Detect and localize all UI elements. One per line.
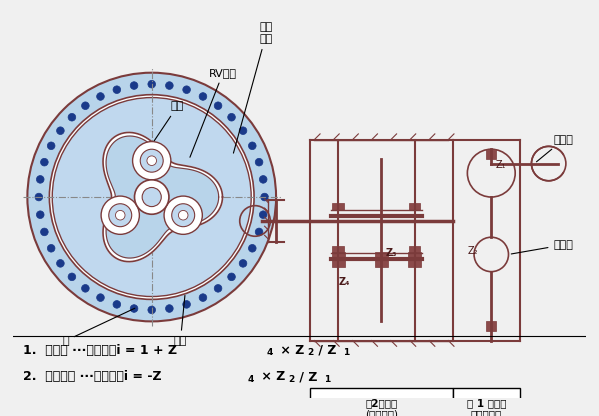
- Circle shape: [147, 156, 156, 166]
- Circle shape: [239, 260, 247, 267]
- Bar: [310, 389, 453, 416]
- Text: × Z: × Z: [257, 370, 285, 384]
- Circle shape: [41, 228, 48, 236]
- Text: Z₁: Z₁: [496, 160, 507, 170]
- Circle shape: [81, 102, 89, 109]
- Circle shape: [249, 245, 256, 252]
- Circle shape: [165, 82, 173, 89]
- Circle shape: [255, 228, 263, 236]
- Text: Z₄: Z₄: [338, 277, 350, 287]
- Circle shape: [228, 114, 235, 121]
- Polygon shape: [106, 136, 219, 258]
- Circle shape: [49, 95, 254, 300]
- Text: 2: 2: [308, 349, 314, 357]
- Circle shape: [52, 98, 251, 297]
- Circle shape: [255, 158, 263, 166]
- Circle shape: [41, 158, 48, 166]
- Circle shape: [130, 305, 138, 312]
- Text: (擺線齒輪): (擺線齒輪): [365, 409, 398, 416]
- Circle shape: [135, 180, 169, 214]
- Circle shape: [259, 211, 267, 218]
- Text: RV齿轮: RV齿轮: [190, 68, 237, 157]
- Text: 输出: 输出: [147, 101, 184, 152]
- Circle shape: [56, 127, 64, 134]
- Circle shape: [130, 82, 138, 89]
- Circle shape: [164, 196, 202, 234]
- Circle shape: [183, 86, 190, 94]
- Text: 第2段減速: 第2段減速: [365, 398, 397, 408]
- Text: / Z: / Z: [295, 370, 317, 384]
- Circle shape: [101, 196, 140, 234]
- Text: 外壳
针轮: 外壳 针轮: [234, 22, 273, 153]
- Circle shape: [96, 294, 104, 302]
- Circle shape: [68, 273, 75, 281]
- Text: 曲轴: 曲轴: [174, 295, 187, 346]
- Circle shape: [47, 142, 55, 150]
- Circle shape: [113, 86, 120, 94]
- Circle shape: [261, 193, 268, 201]
- Text: 1.  轴输出 ···减速比：i = 1 + Z: 1. 轴输出 ···减速比：i = 1 + Z: [23, 344, 177, 357]
- Circle shape: [148, 80, 156, 88]
- Circle shape: [47, 245, 55, 252]
- Text: Z₃: Z₃: [386, 248, 398, 258]
- Text: × Z: × Z: [276, 344, 304, 357]
- Circle shape: [214, 102, 222, 109]
- Circle shape: [165, 305, 173, 312]
- Circle shape: [172, 204, 195, 227]
- Bar: [332, 246, 344, 253]
- Circle shape: [68, 114, 75, 121]
- Circle shape: [183, 301, 190, 308]
- Circle shape: [81, 285, 89, 292]
- Circle shape: [35, 193, 43, 201]
- Circle shape: [140, 149, 163, 172]
- Circle shape: [56, 260, 64, 267]
- Bar: [409, 246, 420, 253]
- Text: 第 1 段減速: 第 1 段減速: [467, 398, 506, 408]
- Bar: [332, 203, 344, 210]
- Text: 2.  外壳输出 ···减速比：i = -Z: 2. 外壳输出 ···减速比：i = -Z: [23, 370, 161, 384]
- Circle shape: [96, 93, 104, 100]
- Circle shape: [214, 285, 222, 292]
- Circle shape: [116, 210, 125, 220]
- Text: 4: 4: [267, 349, 273, 357]
- Text: （直齒輪）: （直齒輪）: [471, 409, 502, 416]
- Circle shape: [132, 141, 171, 180]
- Text: 输入轴: 输入轴: [537, 135, 573, 162]
- Circle shape: [37, 176, 44, 183]
- Text: / Z: / Z: [314, 344, 337, 357]
- Bar: [374, 252, 388, 267]
- Circle shape: [28, 73, 276, 322]
- Bar: [486, 149, 496, 159]
- Circle shape: [228, 273, 235, 281]
- Circle shape: [113, 301, 120, 308]
- Text: 1: 1: [343, 349, 349, 357]
- Bar: [408, 252, 422, 267]
- Text: 1: 1: [324, 375, 330, 384]
- Circle shape: [199, 93, 207, 100]
- Bar: [453, 389, 520, 416]
- Circle shape: [179, 210, 188, 220]
- Text: Z₂: Z₂: [467, 246, 478, 256]
- Circle shape: [37, 211, 44, 218]
- Circle shape: [148, 306, 156, 314]
- Circle shape: [259, 176, 267, 183]
- Text: 2: 2: [289, 375, 295, 384]
- Circle shape: [199, 294, 207, 302]
- Bar: [331, 252, 345, 267]
- Circle shape: [239, 127, 247, 134]
- Bar: [486, 322, 496, 331]
- Text: 轴: 轴: [62, 308, 135, 346]
- Circle shape: [109, 204, 132, 227]
- Bar: [409, 203, 420, 210]
- Circle shape: [142, 188, 161, 207]
- Circle shape: [249, 142, 256, 150]
- Polygon shape: [103, 132, 222, 262]
- Text: 4: 4: [247, 375, 254, 384]
- Text: 直齿轮: 直齿轮: [511, 240, 573, 254]
